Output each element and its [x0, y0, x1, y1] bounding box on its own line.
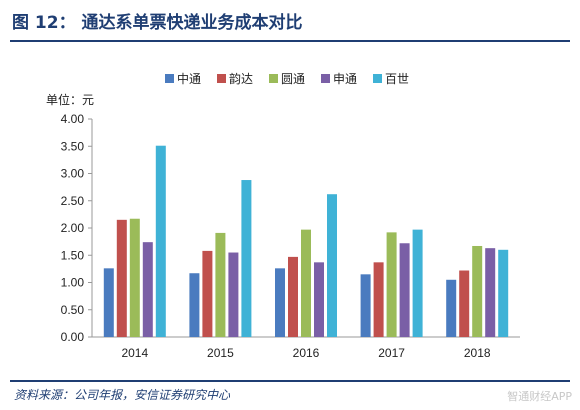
bar: [275, 268, 285, 337]
y-tick-label: 1.50: [61, 248, 85, 262]
bar: [412, 229, 423, 337]
y-tick-label: 1.00: [61, 276, 85, 290]
x-tick-label: 2016: [293, 346, 320, 360]
bar: [129, 218, 140, 337]
y-tick-label: 3.00: [61, 167, 85, 181]
bar: [215, 232, 226, 337]
bar: [459, 270, 470, 337]
legend-swatch: [321, 74, 330, 83]
bar-chart: 单位：元 0.00 0.50 1.00 1.50 2.00 2.50 3.00 3.50 4.00…: [46, 71, 520, 360]
bar: [446, 279, 457, 337]
bar: [288, 256, 298, 337]
watermark: 智通财经APP: [507, 390, 572, 403]
y-tick-label: 2.00: [61, 221, 85, 235]
x-tick-label: 2017: [378, 346, 405, 360]
y-tick-label: 0.00: [61, 330, 85, 344]
legend-label: 百世: [385, 72, 409, 86]
bar: [386, 232, 397, 337]
legend-swatch: [165, 74, 174, 83]
bar: [373, 262, 384, 337]
source-note: 资料来源：公司年报，安信证券研究中心: [14, 388, 231, 402]
source-divider: [10, 380, 570, 382]
legend-label: 中通: [177, 71, 201, 86]
legend-swatch: [373, 74, 382, 83]
legend-swatch: [217, 74, 226, 83]
bar: [103, 268, 114, 337]
bar: [485, 248, 496, 337]
bar: [399, 243, 410, 337]
x-tick-label: 2015: [207, 346, 234, 360]
legend-label: 圆通: [281, 72, 305, 86]
bar: [327, 194, 337, 337]
bar: [142, 242, 153, 337]
bar: [155, 145, 166, 337]
bar: [301, 229, 311, 337]
y-tick-label: 4.00: [61, 112, 85, 126]
bar: [472, 245, 483, 337]
bar: [314, 262, 324, 337]
x-tick-label: 2018: [464, 346, 491, 360]
legend-swatch: [269, 74, 278, 83]
bar: [498, 249, 509, 337]
bar: [228, 252, 239, 337]
y-tick-label: 0.50: [61, 303, 85, 317]
bar: [360, 274, 371, 337]
unit-label: 单位：元: [46, 92, 94, 107]
x-tick-label: 2014: [121, 346, 148, 360]
chart-title: 图 12： 通达系单票快递业务成本对比: [12, 13, 303, 33]
y-tick-label: 2.50: [61, 194, 85, 208]
bar: [202, 250, 213, 337]
bar: [116, 219, 127, 337]
legend-label: 韵达: [229, 71, 253, 86]
y-tick-label: 3.50: [61, 139, 85, 153]
bar: [241, 180, 252, 337]
legend-label: 申通: [333, 72, 357, 86]
bar: [189, 273, 200, 337]
title-divider: [10, 40, 570, 42]
